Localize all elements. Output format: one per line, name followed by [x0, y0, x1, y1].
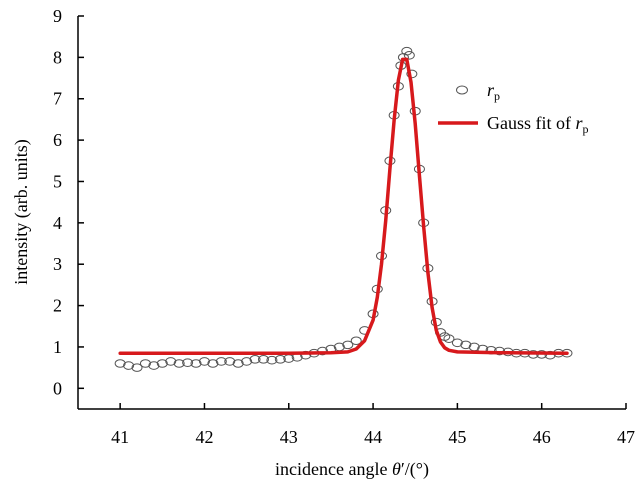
y-tick-label: 8: [53, 47, 62, 67]
data-point: [249, 355, 261, 364]
data-point: [190, 359, 202, 368]
y-axis-label: intensity (arb. units): [11, 139, 32, 284]
legend-label-rp-subscript: p: [494, 89, 500, 103]
legend-label-gauss-symbol: r: [576, 113, 584, 133]
data-point: [401, 46, 413, 56]
y-tick-label: 5: [53, 171, 62, 191]
axes-layer: [77, 16, 626, 410]
x-tick-label: 43: [280, 427, 298, 447]
data-point: [215, 357, 227, 366]
legend-label-gauss-fit: Gauss fit of rp: [487, 113, 589, 136]
data-point: [131, 363, 143, 372]
data-point: [350, 336, 362, 346]
x-tick-label: 47: [617, 427, 635, 447]
data-point: [241, 357, 253, 366]
x-tick-label: 44: [364, 427, 382, 447]
data-point: [114, 359, 126, 368]
y-tick-label: 0: [53, 378, 62, 398]
legend-item-gauss-fit: Gauss fit of rp: [438, 113, 589, 136]
data-point: [266, 355, 278, 365]
data-point: [257, 355, 269, 364]
x-tick-label: 45: [448, 427, 466, 447]
data-point: [173, 359, 185, 368]
x-tick-label: 41: [111, 427, 129, 447]
y-tick-label: 3: [53, 254, 62, 274]
data-point: [460, 340, 472, 350]
data-point: [198, 357, 210, 366]
x-axis-label-suffix: ′/(°): [401, 459, 429, 480]
y-tick-label: 6: [53, 130, 62, 150]
legend-label-gauss-subscript: p: [583, 122, 589, 136]
y-tick-label: 7: [53, 89, 62, 109]
y-tick-label: 9: [53, 6, 62, 26]
x-axis-label: incidence angle θ′/(°): [275, 459, 429, 480]
legend-label-rp: rp: [487, 80, 500, 103]
data-point: [224, 357, 236, 366]
legend-item-rp: rp: [456, 80, 500, 103]
data-point: [232, 359, 244, 368]
legend-label-rp-symbol: r: [487, 80, 495, 100]
data-point: [148, 361, 160, 370]
x-axis-label-symbol: θ: [392, 459, 401, 479]
x-axis-label-prefix: incidence angle: [275, 459, 392, 479]
data-point: [443, 334, 455, 343]
legend-label-gauss-prefix: Gauss fit of: [487, 113, 576, 133]
y-tick-label: 4: [53, 213, 62, 233]
line-layer: [118, 57, 569, 355]
x-tick-label: 42: [195, 427, 213, 447]
data-point: [451, 338, 463, 348]
data-point: [342, 340, 354, 350]
data-point: [182, 358, 194, 367]
legend: rp Gauss fit of rp: [438, 80, 589, 136]
data-point: [403, 51, 415, 60]
data-point: [156, 359, 168, 368]
data-point: [207, 359, 219, 368]
y-tick-label: 2: [53, 296, 62, 316]
data-point: [123, 361, 135, 370]
legend-marker-rp: [456, 85, 468, 95]
x-tick-label: 46: [533, 427, 551, 447]
data-point: [274, 355, 286, 364]
data-point: [165, 357, 177, 366]
y-tick-label: 1: [53, 337, 62, 357]
data-point: [139, 359, 151, 368]
gauss-fit-line: [118, 57, 569, 355]
